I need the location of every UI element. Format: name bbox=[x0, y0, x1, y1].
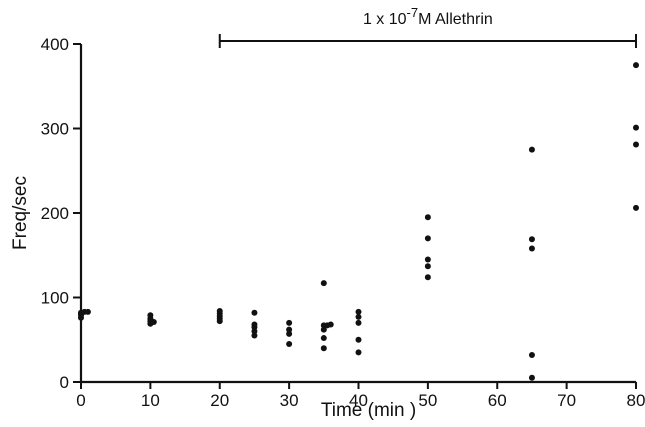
data-point bbox=[251, 332, 258, 339]
data-point bbox=[528, 374, 535, 381]
data-point bbox=[424, 235, 431, 242]
data-point bbox=[251, 328, 258, 335]
data-point bbox=[216, 308, 223, 315]
data-point bbox=[424, 274, 431, 281]
y-axis-label: Freq/sec bbox=[10, 176, 31, 250]
data-point bbox=[320, 280, 327, 287]
treatment-annotation: 1 x 10-7M Allethrin bbox=[218, 5, 637, 48]
axes bbox=[79, 44, 636, 384]
data-point bbox=[528, 245, 535, 252]
x-tick-label: 10 bbox=[141, 391, 160, 410]
treatment-label-suffix: M Allethrin bbox=[418, 11, 493, 28]
data-points bbox=[78, 62, 639, 381]
y-ticks: 0 100 200 300 400 bbox=[41, 35, 81, 392]
y-tick-label: 400 bbox=[41, 35, 69, 54]
data-point bbox=[633, 124, 639, 131]
data-point bbox=[528, 236, 535, 243]
x-ticks: 0 10 20 30 40 50 60 70 80 bbox=[76, 382, 645, 410]
x-tick-label: 70 bbox=[557, 391, 576, 410]
data-point bbox=[633, 204, 639, 211]
data-point bbox=[327, 321, 334, 328]
data-point bbox=[633, 62, 639, 69]
x-tick-label: 20 bbox=[210, 391, 229, 410]
y-tick-label: 300 bbox=[41, 120, 69, 139]
data-point bbox=[286, 326, 293, 333]
data-point bbox=[251, 321, 258, 328]
data-point bbox=[150, 319, 157, 326]
data-point bbox=[320, 335, 327, 342]
data-point bbox=[424, 263, 431, 270]
x-tick-label: 50 bbox=[418, 391, 437, 410]
data-point bbox=[320, 345, 327, 352]
x-axis-label: Time (min ) bbox=[321, 400, 416, 421]
data-point bbox=[355, 308, 362, 315]
x-tick-label: 40 bbox=[349, 391, 368, 410]
x-tick-label: 0 bbox=[76, 391, 85, 410]
data-point bbox=[84, 308, 91, 315]
y-tick-label: 100 bbox=[41, 289, 69, 308]
data-point bbox=[355, 319, 362, 326]
treatment-label-exponent: -7 bbox=[407, 5, 419, 20]
data-point bbox=[251, 309, 258, 316]
data-point bbox=[355, 313, 362, 320]
data-point bbox=[147, 312, 154, 319]
y-tick-label: 200 bbox=[41, 204, 69, 223]
data-point bbox=[286, 330, 293, 337]
data-point bbox=[355, 349, 362, 356]
x-tick-label: 80 bbox=[627, 391, 645, 410]
y-tick-label: 0 bbox=[60, 373, 69, 392]
data-point bbox=[355, 336, 362, 343]
treatment-label-prefix: 1 x 10 bbox=[363, 11, 407, 28]
data-point bbox=[528, 146, 535, 153]
data-point bbox=[633, 141, 639, 148]
x-tick-label: 60 bbox=[488, 391, 507, 410]
data-point bbox=[424, 256, 431, 263]
data-point bbox=[424, 214, 431, 221]
data-point bbox=[320, 326, 327, 333]
data-point bbox=[286, 319, 293, 326]
treatment-label: 1 x 10-7M Allethrin bbox=[363, 5, 493, 28]
data-point bbox=[286, 340, 293, 347]
data-point bbox=[528, 351, 535, 358]
x-tick-label: 30 bbox=[280, 391, 299, 410]
